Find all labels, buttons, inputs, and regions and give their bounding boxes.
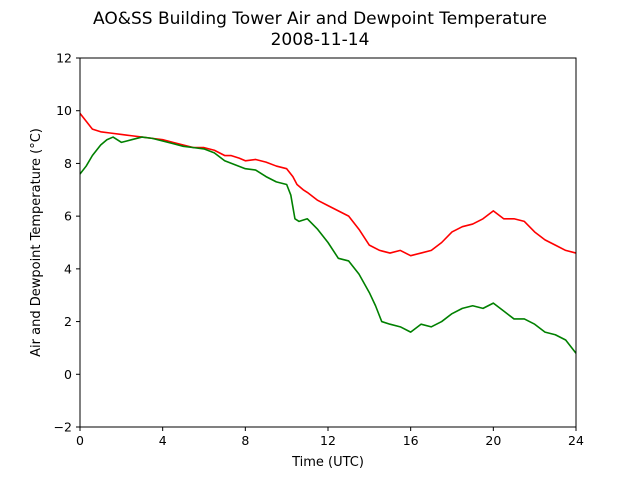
- y-tick-label: 6: [64, 209, 72, 224]
- chart-subtitle: 2008-11-14: [271, 30, 370, 50]
- x-tick-label: 4: [159, 433, 167, 448]
- x-axis: 0 4 8 12 16 20 24: [76, 427, 584, 448]
- series-layer: [79, 112, 577, 354]
- dewpoint-temperature-line: [79, 136, 577, 354]
- y-axis: −2 0 2 4 6 8 10 12: [54, 51, 80, 435]
- y-tick-label: 8: [64, 156, 72, 171]
- x-tick-label: 12: [320, 433, 336, 448]
- x-tick-label: 24: [568, 433, 584, 448]
- y-tick-label: 12: [56, 51, 72, 66]
- x-tick-label: 16: [403, 433, 419, 448]
- y-tick-label: 2: [64, 314, 72, 329]
- y-tick-label: 0: [64, 367, 72, 382]
- air-temperature-line: [79, 112, 577, 257]
- x-tick-label: 8: [241, 433, 249, 448]
- chart-title: AO&SS Building Tower Air and Dewpoint Te…: [93, 9, 547, 29]
- x-tick-label: 0: [76, 433, 84, 448]
- x-tick-label: 20: [485, 433, 501, 448]
- y-tick-label: −2: [54, 420, 72, 435]
- y-tick-label: 10: [56, 103, 72, 118]
- x-axis-label: Time (UTC): [291, 455, 364, 470]
- y-tick-label: 4: [64, 261, 72, 276]
- y-axis-label: Air and Dewpoint Temperature (°C): [29, 128, 44, 357]
